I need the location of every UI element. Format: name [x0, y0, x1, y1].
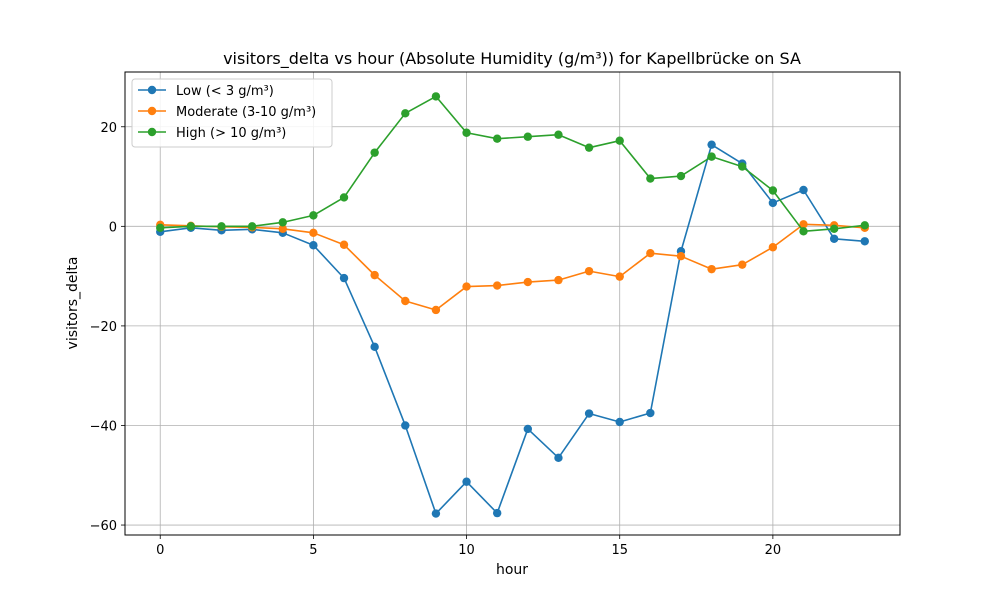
legend-marker	[147, 127, 157, 137]
x-tick-label: 10	[458, 543, 475, 558]
data-point	[278, 218, 287, 227]
data-point	[339, 193, 349, 202]
series-group	[156, 92, 869, 236]
data-point	[309, 241, 318, 250]
data-point	[247, 222, 257, 231]
legend-marker	[147, 106, 157, 116]
data-point	[860, 237, 869, 246]
legend-item: High (> 10 g/m³)	[138, 126, 286, 141]
legend-label: Moderate (3-10 g/m³)	[176, 105, 316, 120]
data-point	[339, 240, 349, 249]
y-tick-label: −60	[90, 519, 117, 534]
data-point	[492, 508, 502, 518]
data-point	[278, 224, 287, 234]
y-tick-label: −20	[90, 320, 117, 335]
data-point	[370, 342, 379, 352]
data-point	[370, 148, 379, 157]
data-point	[554, 275, 563, 285]
data-point	[676, 171, 686, 181]
data-point	[584, 266, 594, 276]
data-point	[431, 92, 441, 101]
data-point	[584, 409, 594, 418]
legend-label: Low (< 3 g/m³)	[176, 84, 274, 99]
data-point	[492, 134, 502, 143]
data-point	[523, 277, 533, 287]
legend-item: Low (< 3 g/m³)	[138, 84, 274, 99]
x-axis-label: hour	[496, 562, 528, 578]
data-point	[523, 424, 533, 434]
data-point	[401, 109, 410, 118]
data-point	[615, 272, 624, 281]
legend-label: High (> 10 g/m³)	[176, 126, 286, 141]
x-tick-label: 20	[765, 543, 782, 558]
x-axis-ticks: 0 5 10 15 20	[156, 535, 781, 558]
data-point	[309, 228, 318, 238]
data-point	[217, 222, 226, 231]
data-point	[615, 136, 624, 145]
data-point	[707, 140, 716, 149]
x-tick-label: 5	[309, 543, 317, 558]
data-point	[370, 270, 379, 280]
data-point	[339, 273, 349, 283]
data-point	[799, 185, 808, 195]
data-point	[707, 152, 716, 161]
data-point	[676, 252, 686, 261]
data-point	[401, 421, 410, 430]
data-point	[615, 417, 624, 427]
x-tick-label: 15	[611, 543, 628, 558]
data-point	[768, 186, 778, 195]
data-point	[401, 296, 410, 306]
legend-box	[131, 78, 333, 148]
series-line	[160, 95, 865, 233]
data-point	[707, 264, 716, 274]
data-point	[431, 509, 441, 518]
data-point	[829, 234, 839, 243]
data-point	[462, 477, 471, 486]
data-point	[462, 128, 471, 137]
data-point	[309, 211, 318, 220]
data-point	[554, 130, 563, 139]
data-point	[431, 305, 441, 315]
data-point	[554, 453, 563, 463]
data-point	[799, 220, 808, 229]
data-point	[584, 143, 594, 152]
series-line	[160, 223, 865, 311]
y-axis-ticks: −60 −40 −20 0 20	[90, 121, 125, 534]
data-point	[492, 281, 502, 290]
legend-item: Moderate (3-10 g/m³)	[138, 105, 316, 120]
data-point	[646, 249, 655, 258]
data-point	[860, 221, 869, 230]
y-tick-label: 20	[100, 121, 117, 136]
series-layer	[156, 92, 869, 518]
data-point	[462, 282, 471, 291]
plot-area	[125, 72, 900, 535]
data-point	[738, 162, 747, 171]
legend-marker	[147, 85, 157, 95]
data-point	[523, 132, 533, 141]
data-point	[186, 222, 196, 231]
data-point	[768, 198, 778, 208]
data-point	[829, 224, 839, 234]
y-tick-label: 0	[109, 220, 117, 235]
x-tick-label: 0	[156, 543, 164, 558]
data-point	[738, 260, 747, 269]
legend: Low (< 3 g/m³) Moderate (3-10 g/m³) High (…	[131, 78, 333, 148]
data-point	[768, 243, 778, 252]
data-point	[799, 227, 808, 236]
plot-frame	[124, 71, 901, 536]
chart-title: visitors_delta vs hour (Absolute Humidit…	[223, 49, 801, 69]
y-axis-label: visitors_delta	[65, 257, 81, 350]
y-tick-label: −40	[90, 419, 117, 434]
data-point	[646, 408, 655, 418]
data-point	[646, 174, 655, 183]
data-point	[156, 223, 165, 233]
